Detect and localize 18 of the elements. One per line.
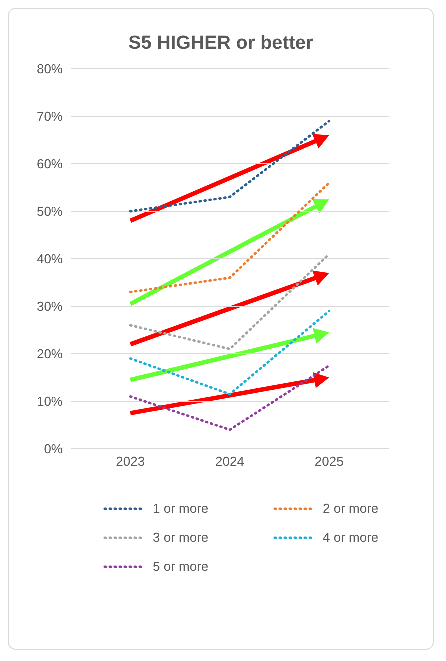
legend-label: 1 or more bbox=[153, 501, 209, 516]
x-tick-label: 2023 bbox=[116, 454, 146, 470]
y-tick-label: 70% bbox=[36, 109, 64, 124]
legend-label: 4 or more bbox=[323, 530, 379, 545]
y-tick-label: 30% bbox=[36, 299, 64, 314]
y-tick-label: 60% bbox=[36, 156, 64, 172]
chart-title: S5 HIGHER or better bbox=[128, 33, 314, 55]
legend-label: 3 or more bbox=[153, 530, 209, 545]
legend-label: 2 or more bbox=[323, 501, 379, 516]
y-tick-label: 10% bbox=[36, 394, 64, 410]
x-tick-label: 2025 bbox=[314, 454, 344, 470]
y-tick-label: 20% bbox=[36, 346, 64, 362]
x-tick-label: 2024 bbox=[216, 454, 244, 470]
y-tick-label: 80% bbox=[36, 62, 64, 77]
y-tick-label: 40% bbox=[36, 252, 64, 267]
legend-label: 5 or more bbox=[153, 559, 209, 574]
y-tick-label: 50% bbox=[36, 204, 64, 220]
y-tick-label: 0% bbox=[44, 442, 64, 457]
